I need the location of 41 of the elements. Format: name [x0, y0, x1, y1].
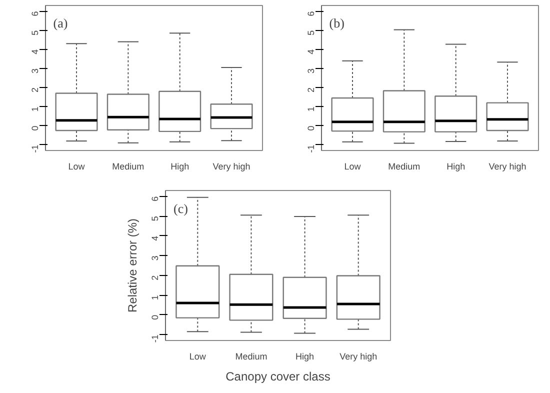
x-tick-label: Low: [68, 162, 86, 172]
x-tick-label: Medium: [235, 352, 268, 362]
x-tick-label: High: [446, 162, 466, 172]
y-tick-label: 5: [306, 30, 316, 36]
y-tick-label: 5: [150, 216, 160, 222]
y-tick-label: 2: [150, 275, 160, 280]
y-tick-label: 1: [306, 106, 316, 112]
x-tick-label: High: [296, 352, 314, 362]
y-tick-label: 4: [306, 49, 316, 54]
x-tick-label: High: [170, 162, 190, 172]
y-tick-label: 2: [30, 88, 40, 93]
x-tick-label: Very high: [340, 352, 378, 362]
x-tick-label: Very high: [488, 162, 526, 172]
y-tick-label: 4: [150, 236, 160, 241]
y-tick-label: -1: [150, 334, 160, 343]
y-tick-label: 6: [150, 196, 160, 202]
y-tick-label: 3: [150, 256, 160, 261]
annotation: (b): [329, 16, 344, 31]
y-tick-label: 2: [306, 88, 316, 93]
x-tick-label: Very high: [212, 162, 250, 172]
y-tick-label: 0: [30, 126, 40, 131]
y-tick-label: 5: [30, 30, 40, 36]
annotation: (c): [174, 201, 188, 216]
x-axis-title: Canopy cover class: [226, 370, 330, 384]
y-tick-label: 1: [30, 106, 40, 112]
x-tick-label: Medium: [112, 162, 144, 172]
x-tick-label: Low: [344, 162, 362, 172]
y-tick-label: -1: [30, 144, 40, 153]
y-tick-label: 0: [150, 314, 160, 320]
y-tick-label: 4: [30, 49, 40, 54]
y-tick-label: 6: [306, 11, 316, 16]
y-tick-label: 3: [306, 68, 316, 74]
y-tick-label: -1: [306, 144, 316, 153]
x-tick-label: Low: [189, 352, 206, 362]
y-tick-label: 0: [306, 126, 316, 131]
annotation: (a): [53, 16, 68, 31]
y-tick-label: 6: [30, 11, 40, 16]
y-axis-title: Relative error (%): [126, 218, 140, 313]
x-tick-label: Medium: [388, 162, 420, 172]
y-tick-label: 1: [150, 295, 160, 300]
y-tick-label: 3: [30, 68, 40, 74]
